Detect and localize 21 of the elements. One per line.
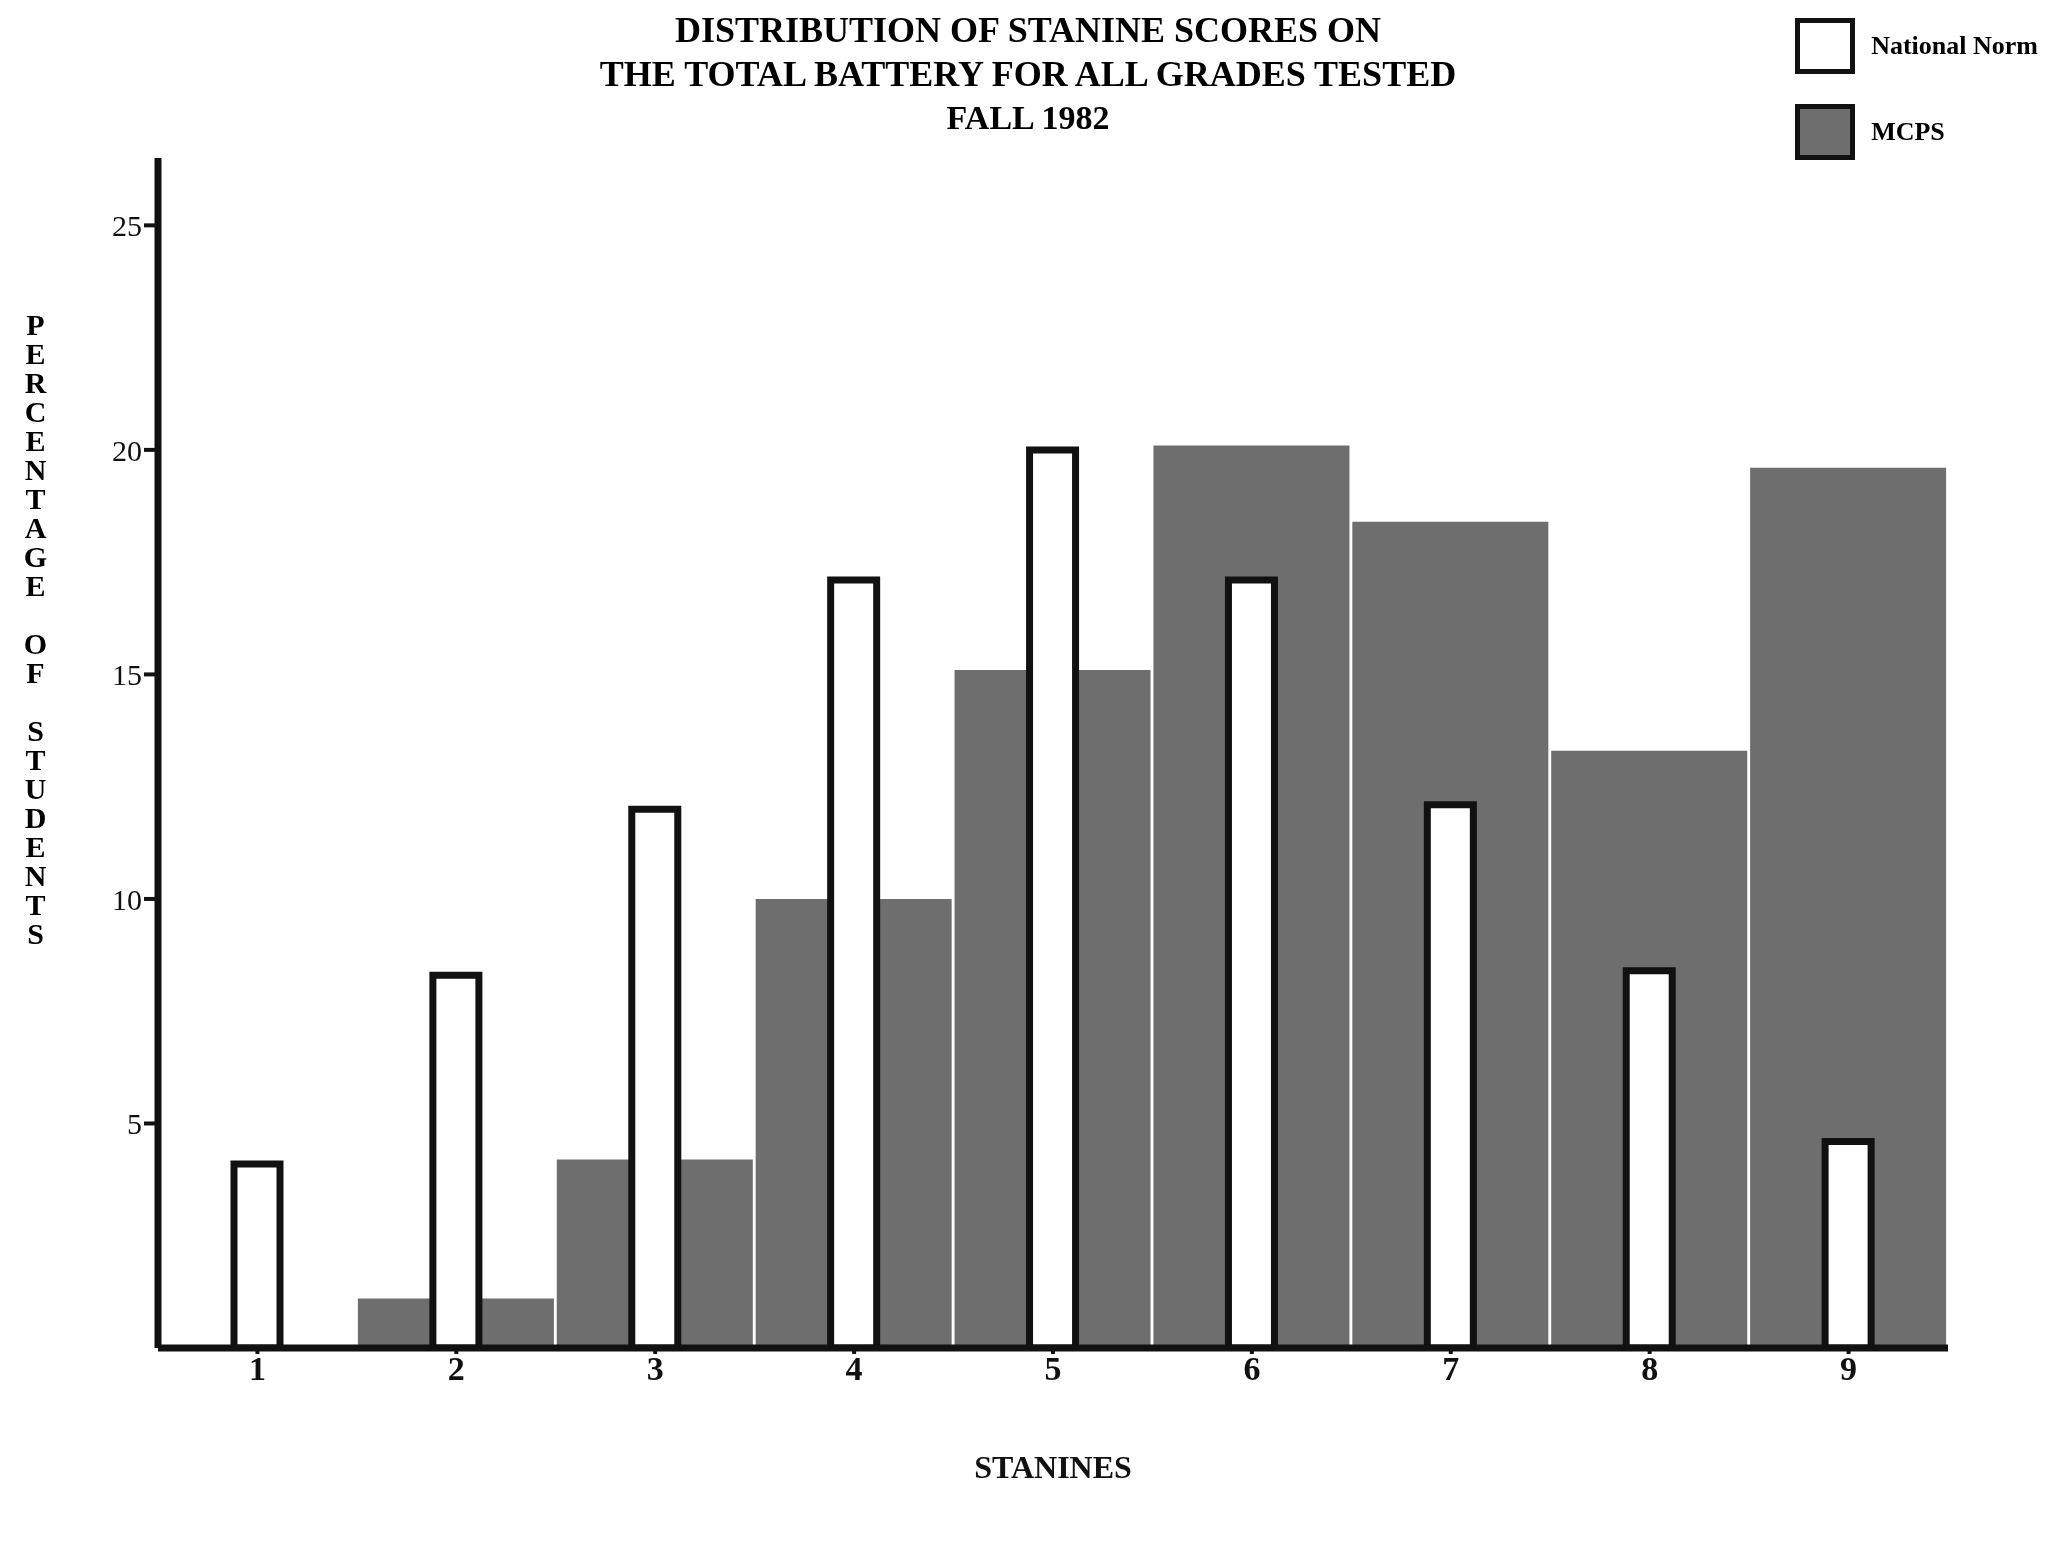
y-tick-label: 25 [112,209,142,243]
x-tick-label: 4 [845,1350,863,1388]
x-tick-label: 5 [1044,1350,1062,1388]
y-tick-label: 10 [112,882,142,916]
x-tick-label: 7 [1442,1350,1460,1388]
legend-label: National Norm [1871,31,2038,61]
chart-subtitle: FALL 1982 [946,99,1110,136]
chart-title: DISTRIBUTION OF STANINE SCORES ON THE TOTAL BATTERY FOR ALL GRADES TESTED [599,10,1457,94]
y-tick-label: 15 [112,658,142,692]
x-axis-title: STANINES [974,1449,1132,1485]
x-tick-label: 6 [1243,1350,1261,1388]
legend-label: MCPS [1871,117,1945,147]
y-axis-title: PERCENTAGE OF STUDENTS [18,308,52,946]
y-tick-label: 5 [127,1107,142,1141]
x-tick-label: 1 [248,1350,266,1388]
x-tick-label: 9 [1840,1350,1858,1388]
x-tick-label: 3 [646,1350,664,1388]
y-tick-label: 20 [112,433,142,467]
bar [1750,467,1947,1348]
x-tick-label: 8 [1641,1350,1659,1388]
x-tick-label: 2 [447,1350,465,1388]
